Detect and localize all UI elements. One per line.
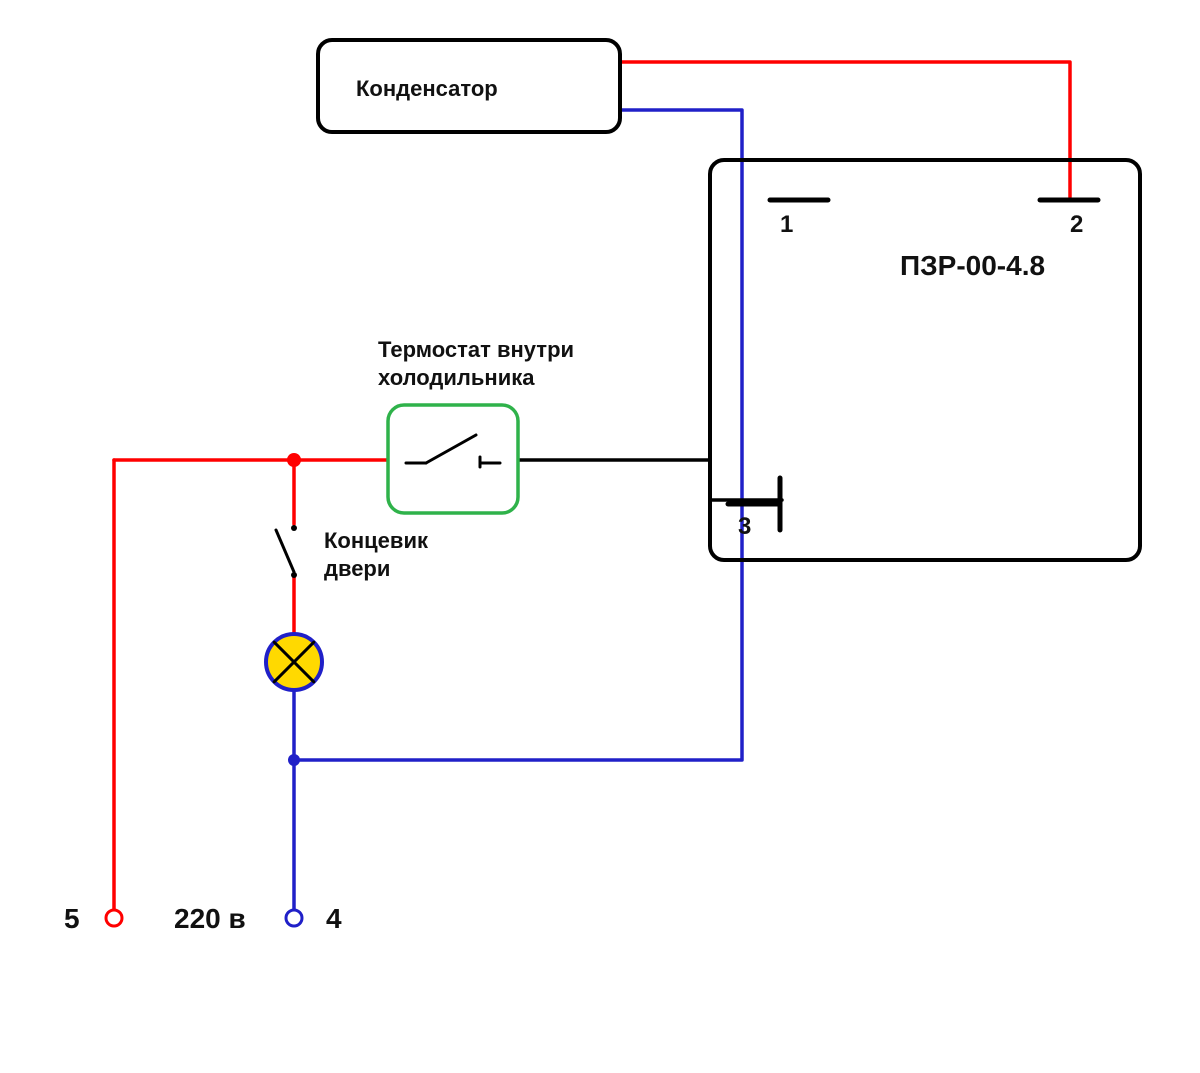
terminal-5-label: 5 <box>64 903 80 934</box>
capacitor-label: Конденсатор <box>356 76 498 101</box>
thermostat-label-1: Термостат внутри <box>378 337 574 362</box>
voltage-label: 220 в <box>174 903 246 934</box>
door-switch-label-1: Концевик <box>324 528 429 553</box>
wiring-diagram: Конденсатор 1 2 3 ПЗР-00-4.8 Термостат внутри… <box>0 0 1200 1073</box>
relay-label: ПЗР-00-4.8 <box>900 250 1045 281</box>
pin-1-label: 1 <box>780 211 793 238</box>
thermostat-label-2: холодильника <box>378 365 535 390</box>
pin-3-label: 3 <box>738 513 751 540</box>
terminal-4-label: 4 <box>326 903 342 934</box>
door-switch-label-2: двери <box>324 556 390 581</box>
pin-2-label: 2 <box>1070 211 1083 238</box>
